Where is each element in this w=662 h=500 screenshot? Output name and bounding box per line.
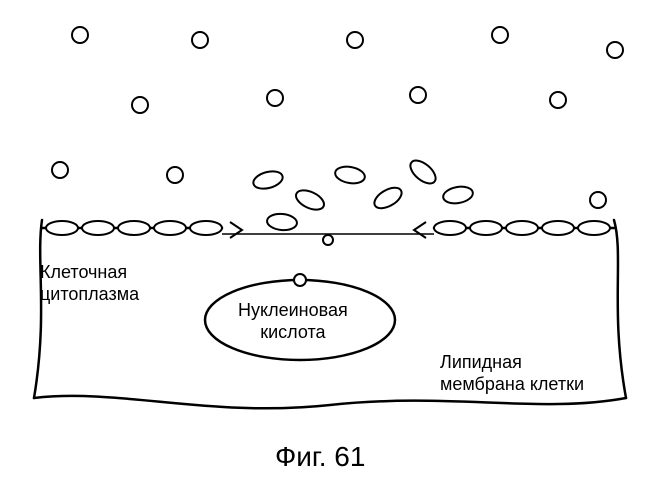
label-nucleic-acid: Нуклеиновая кислота [238,300,348,343]
figure-caption: Фиг. 61 [275,440,365,474]
label-lipid-membrane: Липидная мембрана клетки [440,352,584,395]
diagram-container: Клеточная цитоплазма Нуклеиновая кислота… [0,0,662,500]
diagram-svg [0,0,662,500]
label-cytoplasm: Клеточная цитоплазма [40,262,139,305]
